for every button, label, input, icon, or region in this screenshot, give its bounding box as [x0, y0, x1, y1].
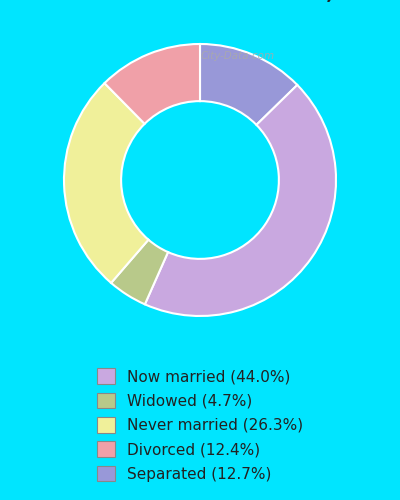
Title: Marital status in Pittsville, MD: Marital status in Pittsville, MD: [21, 0, 379, 3]
Text: City-Data.com: City-Data.com: [201, 51, 275, 61]
Wedge shape: [111, 240, 168, 304]
Wedge shape: [145, 85, 336, 316]
Wedge shape: [104, 44, 200, 124]
Wedge shape: [200, 44, 297, 125]
Legend: Now married (44.0%), Widowed (4.7%), Never married (26.3%), Divorced (12.4%), Se: Now married (44.0%), Widowed (4.7%), Nev…: [89, 360, 311, 490]
Wedge shape: [64, 83, 148, 283]
